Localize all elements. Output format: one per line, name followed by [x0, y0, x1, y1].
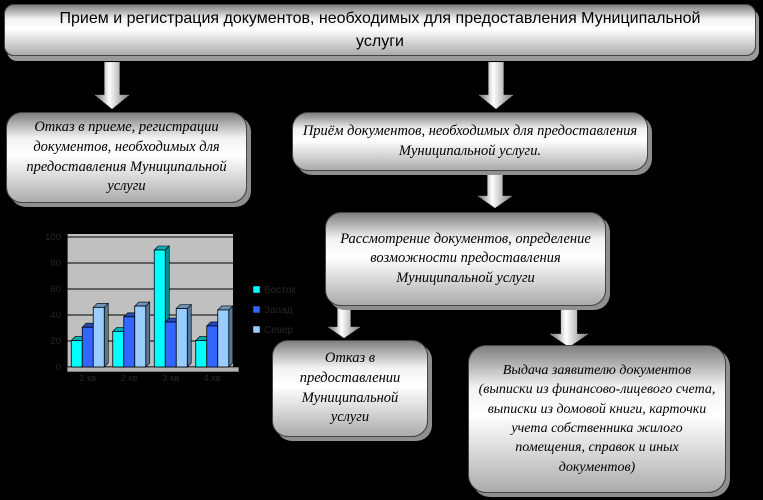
box-reject-service: Отказ в предоставлении Муниципальной усл…: [272, 340, 428, 437]
svg-text:80: 80: [50, 258, 61, 269]
svg-text:100: 100: [45, 232, 61, 243]
down-arrow-accept-to-review: [478, 172, 512, 208]
svg-text:Восток: Восток: [264, 285, 296, 296]
box-accept-documents: Приём документов, необходимых для предос…: [292, 112, 648, 171]
box-accept-documents-text: Приём документов, необходимых для предос…: [302, 122, 638, 159]
svg-text:1 кв: 1 кв: [79, 373, 96, 384]
svg-text:40: 40: [50, 310, 61, 321]
box-reject-registration-text: Отказ в приеме, регистрации документов, …: [26, 119, 227, 195]
svg-text:0: 0: [56, 362, 61, 373]
box-issue-documents: Выдача заявителю документов (выписки из …: [468, 345, 726, 493]
page-title: Прием и регистрация документов, необходи…: [59, 9, 701, 50]
svg-text:Север: Север: [264, 325, 294, 336]
svg-text:2 кв: 2 кв: [121, 373, 138, 384]
box-reject-registration: Отказ в приеме, регистрации документов, …: [6, 112, 247, 203]
svg-text:4 кв: 4 кв: [204, 373, 221, 384]
down-arrow-title-to-accept: [479, 62, 513, 109]
box-issue-documents-text: Выдача заявителю документов (выписки из …: [478, 363, 716, 475]
svg-text:3 кв: 3 кв: [162, 373, 179, 384]
box-review-documents: Рассмотрение документов, определение воз…: [325, 212, 606, 306]
box-review-documents-text: Рассмотрение документов, определение воз…: [340, 230, 591, 286]
down-arrow-review-to-issue: [550, 306, 588, 347]
down-arrow-review-to-reject-service: [328, 306, 360, 338]
bar-chart: 0 20 40 60 80 100 1 кв 2 кв 3 кв 4 кв Восток Запад С…: [45, 232, 296, 384]
svg-text:60: 60: [50, 284, 61, 295]
title-box: Прием и регистрация документов, необходи…: [4, 4, 756, 56]
svg-text:20: 20: [50, 336, 61, 347]
box-reject-service-text: Отказ в предоставлении Муниципальной усл…: [299, 350, 401, 426]
down-arrow-title-to-reject: [95, 62, 129, 109]
svg-text:Запад: Запад: [264, 305, 293, 316]
